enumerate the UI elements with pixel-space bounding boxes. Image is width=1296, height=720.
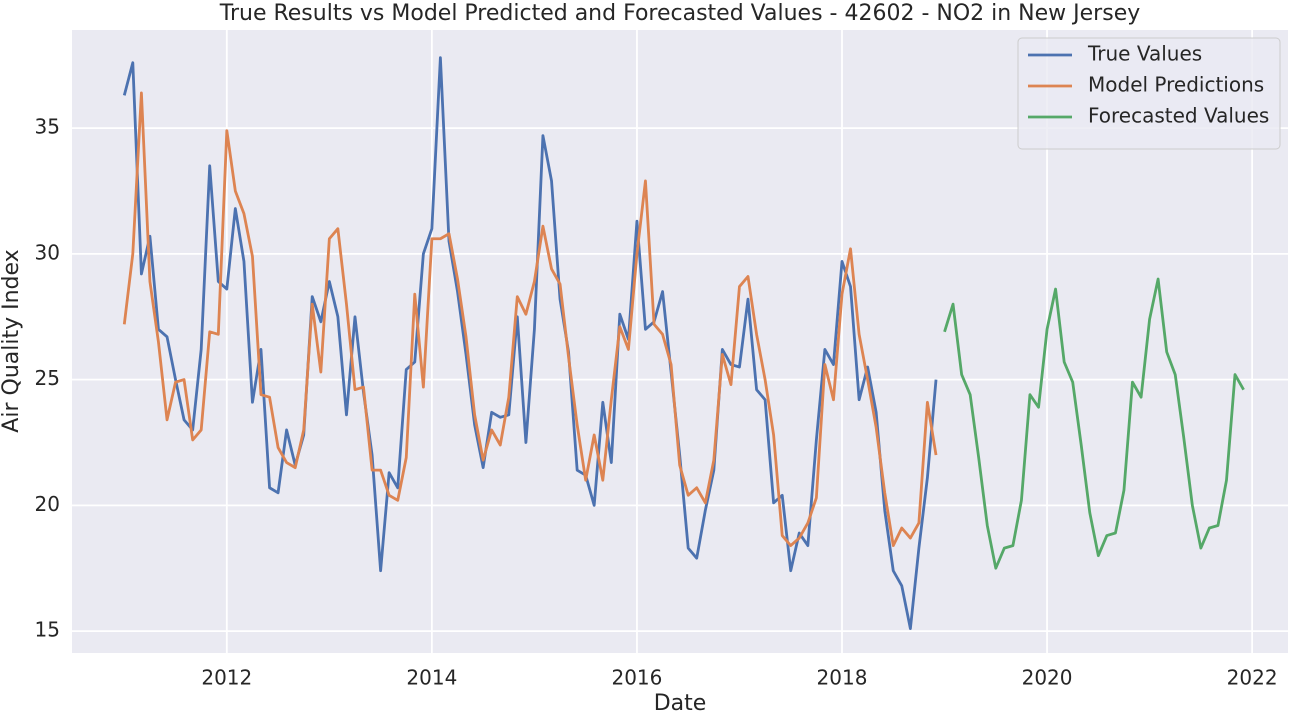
x-tick-label: 2012: [201, 666, 252, 690]
y-tick-label: 25: [35, 366, 60, 390]
legend-label: True Values: [1087, 42, 1202, 66]
x-axis-label: Date: [654, 691, 707, 716]
y-tick-label: 20: [35, 492, 60, 516]
y-tick-label: 15: [35, 618, 60, 642]
legend-label: Model Predictions: [1088, 73, 1264, 97]
series-line: [943, 277, 1245, 570]
y-tick-label: 35: [35, 115, 60, 139]
y-axis-label: Air Quality Index: [0, 249, 24, 432]
legend-label: Forecasted Values: [1088, 104, 1269, 128]
x-tick-label: 2016: [611, 666, 662, 690]
x-tick-label: 2018: [817, 666, 868, 690]
x-tick-label: 2022: [1227, 666, 1278, 690]
y-tick-label: 30: [35, 240, 60, 264]
legend: True Values Model Predictions Forecasted V…: [1017, 37, 1281, 150]
x-tick-label: 2020: [1022, 666, 1073, 690]
chart-title: True Results vs Model Predicted and Fore…: [219, 1, 1141, 26]
legend-box: [1017, 37, 1281, 150]
x-tick-label: 2014: [406, 666, 457, 690]
series-line: [122, 91, 938, 547]
